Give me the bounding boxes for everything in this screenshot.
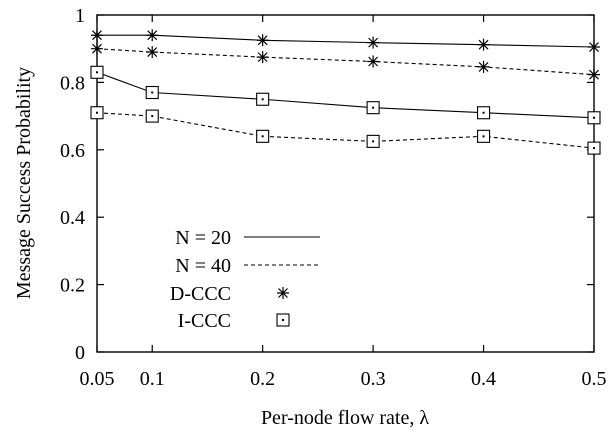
series-line bbox=[97, 34, 595, 48]
x-axis-label: Per-node flow rate, λ bbox=[261, 407, 429, 429]
x-tick-label: 0.1 bbox=[140, 368, 165, 390]
y-tick-label: 0.2 bbox=[60, 275, 85, 297]
square-marker bbox=[366, 134, 380, 148]
x-tick-label: 0.2 bbox=[250, 368, 275, 390]
y-axis-label: Message Success Probability bbox=[13, 67, 35, 299]
square-marker bbox=[366, 101, 380, 115]
square-marker bbox=[477, 106, 491, 120]
square-marker bbox=[256, 92, 270, 106]
legend-asterisk-marker bbox=[277, 287, 289, 299]
axis-ticks: 0.05 0.1 0.2 0.3 0.4 0.5 0 0.2 0.4 0.6 0.8 1 bbox=[60, 5, 607, 390]
plot-area-frame bbox=[96, 14, 595, 353]
asterisk-marker bbox=[91, 42, 103, 55]
asterisk-marker bbox=[146, 29, 159, 42]
asterisk-marker bbox=[367, 55, 380, 68]
legend-label: I-CCC bbox=[178, 310, 231, 332]
asterisk-marker bbox=[256, 34, 269, 47]
y-tick-label: 1 bbox=[75, 5, 85, 27]
square-marker bbox=[90, 106, 104, 120]
square-marker bbox=[145, 109, 159, 123]
asterisk-marker bbox=[91, 29, 103, 42]
asterisk-marker bbox=[367, 36, 380, 49]
series-lines bbox=[96, 34, 595, 149]
asterisk-marker bbox=[256, 51, 269, 64]
y-tick-label: 0.8 bbox=[60, 72, 85, 94]
square-marker bbox=[256, 129, 270, 143]
square-marker bbox=[587, 141, 601, 155]
y-tick-label: 0 bbox=[75, 342, 85, 364]
series-line bbox=[96, 112, 595, 149]
square-marker bbox=[477, 129, 491, 143]
square-marker bbox=[587, 111, 601, 125]
legend-label: N = 20 bbox=[175, 227, 231, 249]
x-tick-label: 0.3 bbox=[361, 368, 386, 390]
series-line bbox=[96, 71, 595, 119]
y-tick-label: 0.4 bbox=[60, 207, 85, 229]
x-tick-label: 0.05 bbox=[80, 368, 115, 390]
legend: N = 20 N = 40 D-CCC I-CCC bbox=[170, 227, 320, 332]
asterisk-marker bbox=[146, 46, 159, 59]
square-marker bbox=[145, 85, 159, 100]
series-line bbox=[96, 48, 595, 76]
legend-label: N = 40 bbox=[175, 255, 231, 277]
x-tick-label: 0.5 bbox=[582, 368, 607, 390]
asterisk-marker bbox=[477, 38, 490, 51]
asterisk-marker bbox=[588, 41, 600, 54]
series-markers bbox=[90, 29, 601, 155]
asterisk-marker bbox=[588, 68, 600, 81]
legend-square-marker bbox=[276, 313, 290, 327]
square-marker bbox=[90, 65, 104, 79]
asterisk-marker bbox=[477, 60, 490, 73]
x-tick-label: 0.4 bbox=[471, 368, 496, 390]
y-tick-label: 0.6 bbox=[60, 140, 85, 162]
legend-label: D-CCC bbox=[170, 283, 231, 305]
